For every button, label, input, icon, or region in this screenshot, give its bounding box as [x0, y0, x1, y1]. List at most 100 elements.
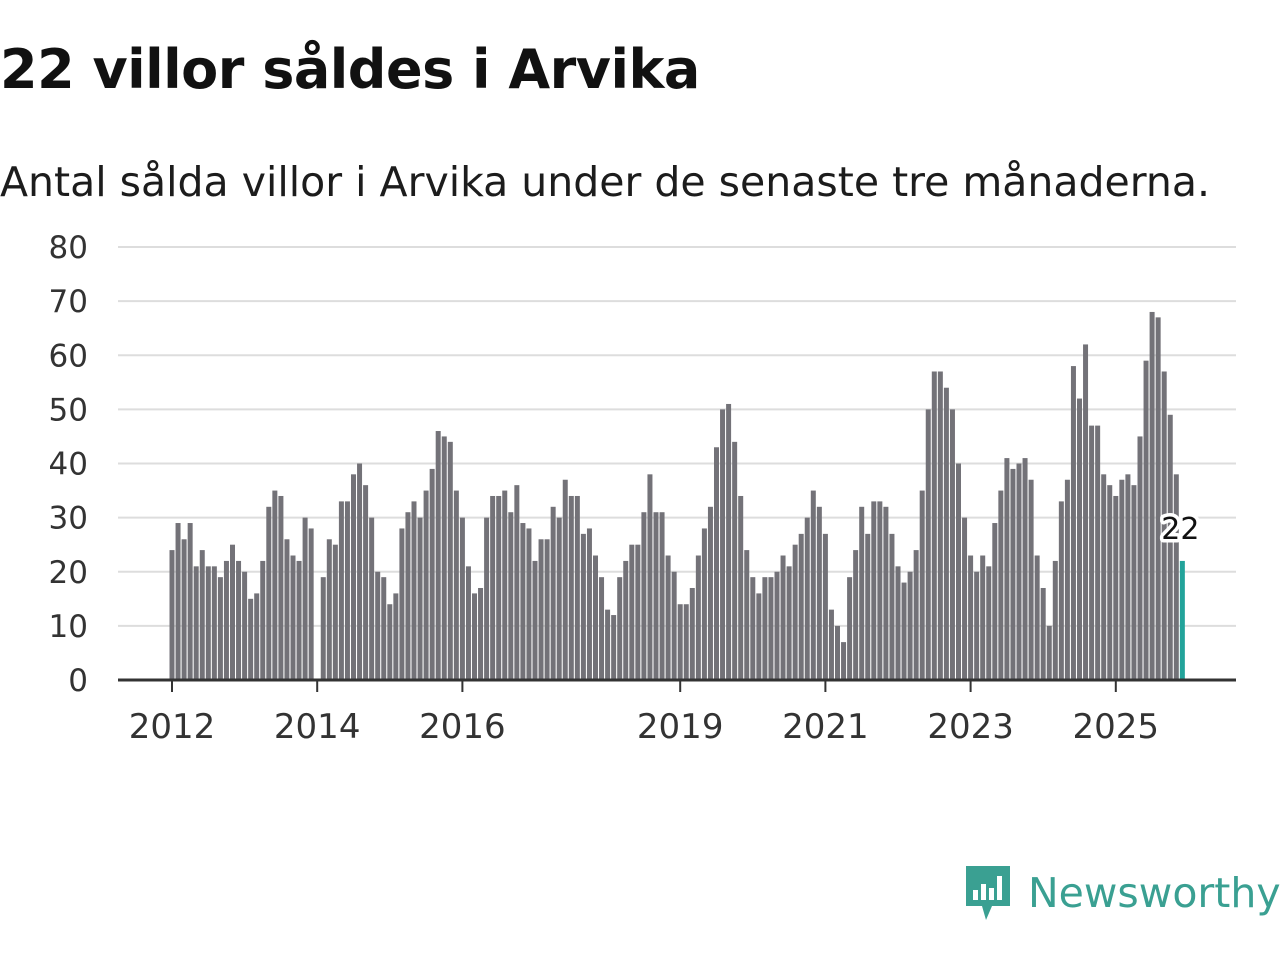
bar [502, 490, 508, 680]
bar [1089, 425, 1095, 680]
bar [302, 517, 308, 680]
bar [211, 566, 217, 680]
bar [871, 501, 877, 680]
bar [1137, 436, 1143, 680]
bar [363, 485, 369, 680]
bar [998, 490, 1004, 680]
bar [435, 431, 441, 680]
bar [1155, 317, 1161, 680]
bar [344, 501, 350, 680]
bar [199, 550, 205, 680]
bar [889, 533, 895, 680]
bar [1052, 560, 1058, 680]
bar [586, 528, 592, 680]
bar [665, 555, 671, 680]
bar [1119, 479, 1125, 680]
y-tick-label: 60 [49, 338, 88, 374]
bar [732, 441, 738, 680]
bar [883, 506, 889, 680]
bar [381, 577, 387, 680]
bar [974, 571, 980, 680]
bar [520, 523, 526, 680]
bar [925, 409, 931, 680]
bar [629, 544, 635, 680]
bar [689, 587, 695, 680]
bar [526, 528, 532, 680]
bar [472, 593, 477, 680]
bar [786, 566, 792, 680]
bar [217, 577, 223, 680]
bar [992, 523, 998, 680]
bar [677, 604, 683, 680]
bar [1161, 371, 1167, 680]
bar [284, 539, 290, 680]
bar [1113, 495, 1119, 680]
newsworthy-logo: Newsworthy [962, 862, 1280, 924]
bar [193, 566, 199, 680]
x-tick-label: 2016 [419, 707, 506, 747]
bar [835, 625, 840, 680]
bar [683, 604, 689, 680]
bar [1070, 366, 1076, 680]
bar [859, 506, 865, 680]
bar [423, 490, 429, 680]
brand-name: Newsworthy [1028, 869, 1280, 917]
bar [242, 571, 248, 680]
bar [272, 490, 278, 680]
bar [599, 577, 605, 680]
bar [574, 495, 580, 680]
y-tick-label: 50 [49, 392, 88, 428]
bar [701, 528, 707, 680]
bar [1077, 398, 1082, 680]
bar [538, 539, 544, 680]
bar [290, 555, 296, 680]
bar [962, 517, 968, 680]
bar [1040, 587, 1046, 680]
bar [986, 566, 992, 680]
bar [798, 533, 804, 680]
bar [653, 512, 659, 680]
x-tick-label: 2019 [637, 707, 724, 747]
bar [429, 468, 435, 680]
bar [453, 490, 459, 680]
bar [1046, 625, 1052, 680]
bar [593, 555, 598, 680]
bar [514, 485, 520, 680]
bar [1022, 458, 1028, 680]
bar [1173, 474, 1179, 680]
bar [532, 560, 538, 680]
bar [550, 506, 556, 680]
bar [1095, 425, 1101, 680]
bar [907, 571, 913, 680]
bar [1125, 474, 1131, 680]
bar [714, 447, 719, 680]
y-tick-label: 0 [68, 663, 88, 699]
bar [1107, 485, 1113, 680]
bar [943, 387, 949, 680]
bar [580, 533, 586, 680]
bar [223, 560, 229, 680]
bar [707, 506, 713, 680]
bar [623, 560, 629, 680]
y-tick-label: 20 [49, 555, 88, 591]
bar [913, 550, 919, 680]
bar [853, 550, 859, 680]
bar [901, 582, 907, 680]
bar [792, 544, 798, 680]
y-tick-label: 70 [49, 284, 88, 320]
bar [635, 544, 641, 680]
bar [931, 371, 937, 680]
bar [459, 517, 465, 680]
bar [780, 555, 786, 680]
bar [369, 517, 375, 680]
bar [326, 539, 332, 680]
bar [465, 566, 471, 680]
bar [1028, 479, 1034, 680]
newsworthy-logo-icon [966, 866, 1010, 920]
bar [895, 566, 901, 680]
bar [447, 441, 453, 680]
bar [744, 550, 750, 680]
bar [695, 555, 701, 680]
bar [611, 615, 617, 680]
bar [919, 490, 925, 680]
